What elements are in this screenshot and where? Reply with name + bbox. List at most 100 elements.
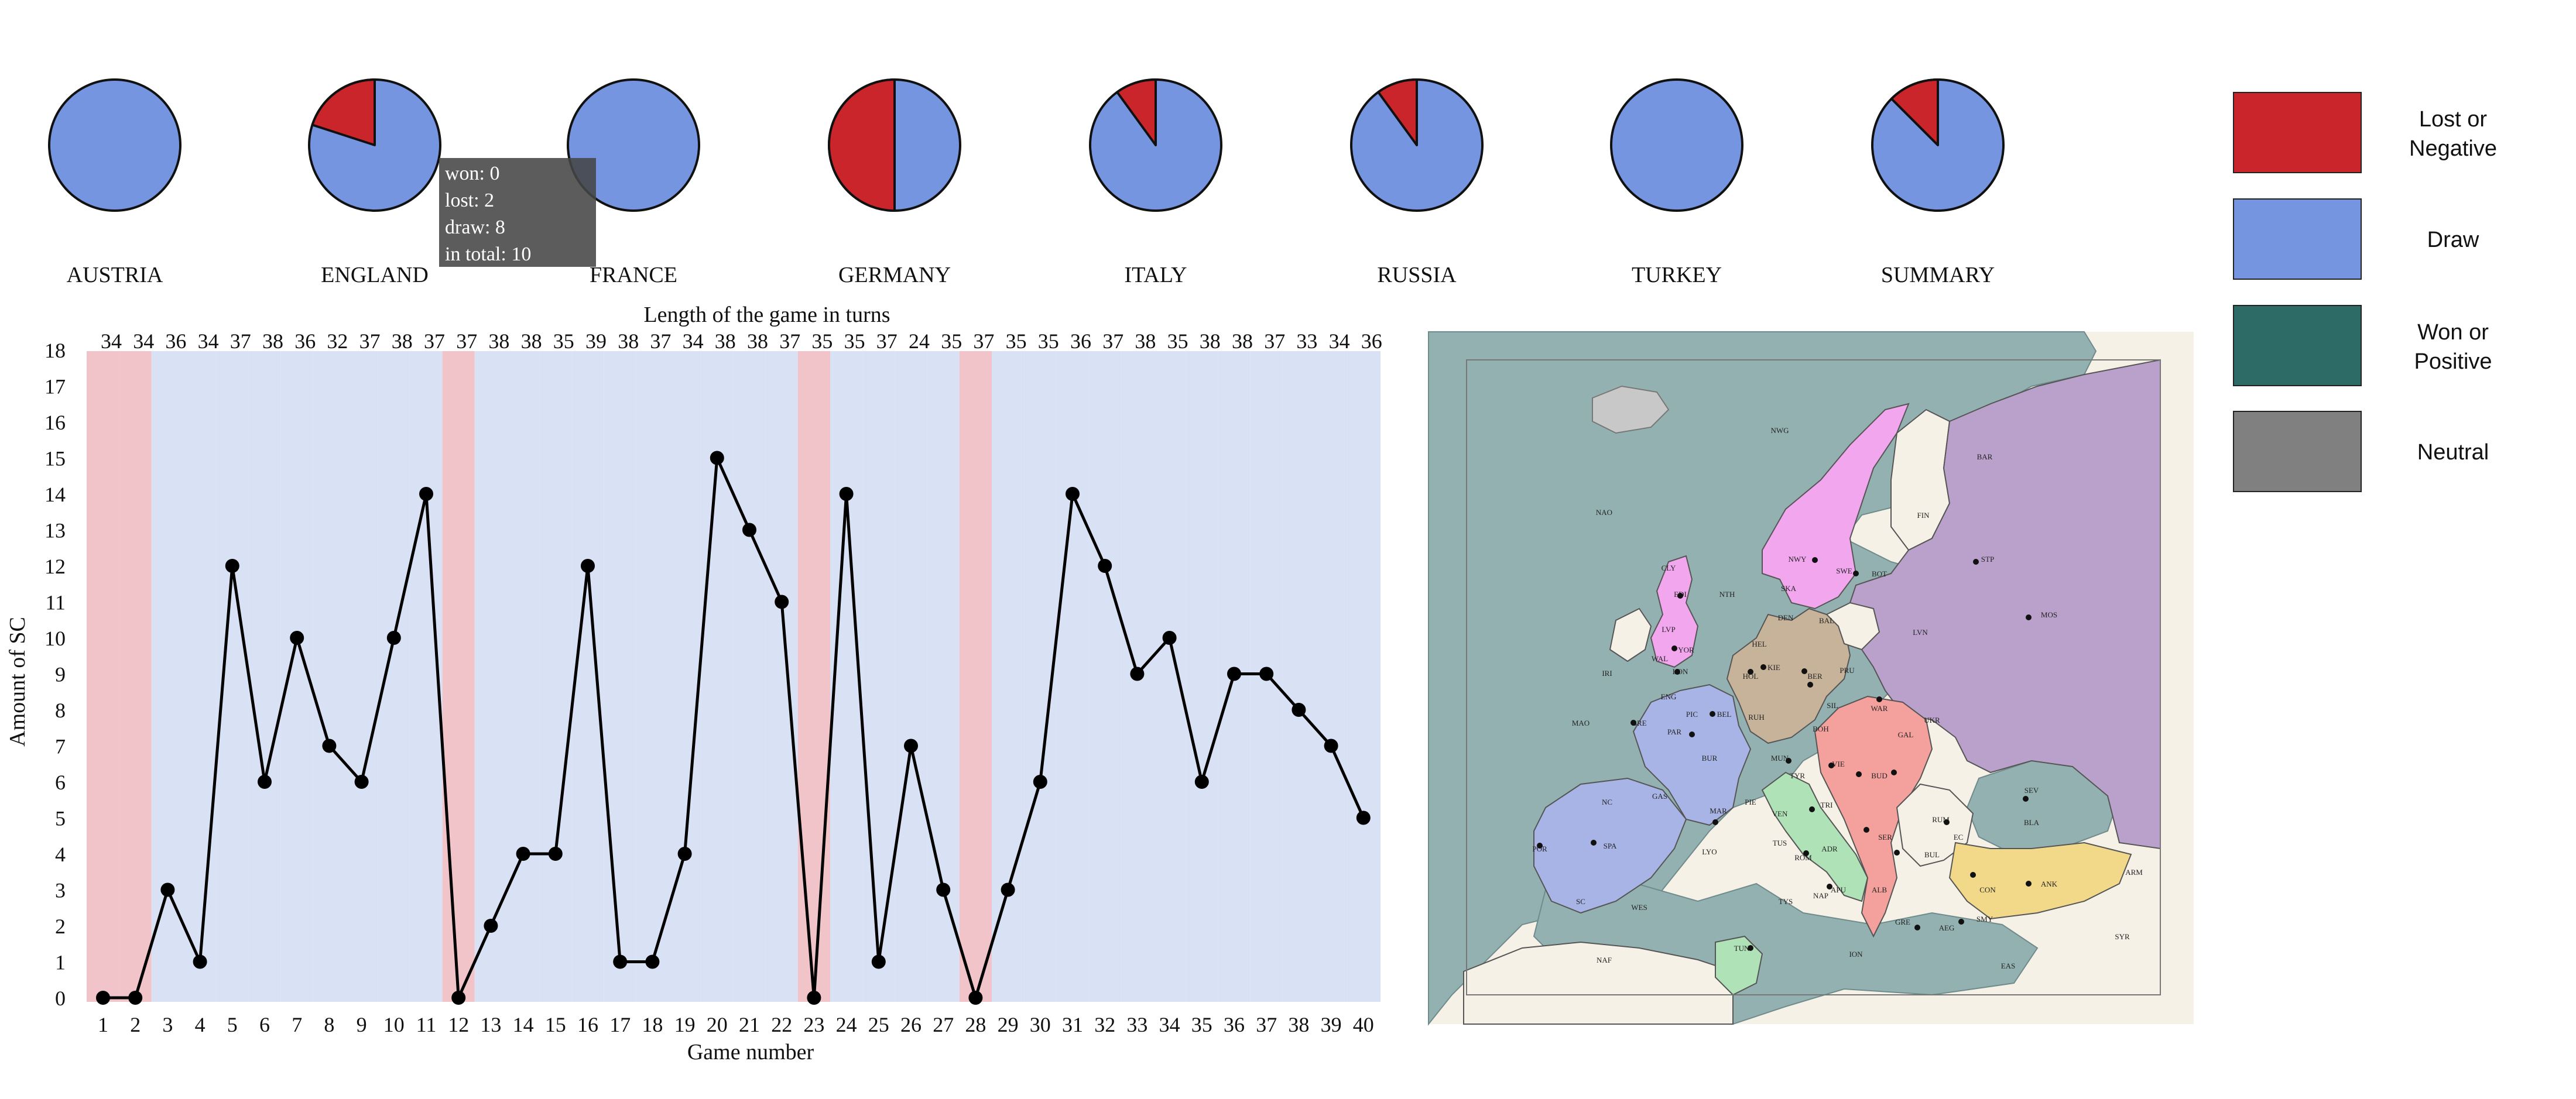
x-tick-label: 6	[259, 1013, 270, 1036]
supply-center-dot	[1828, 763, 1834, 768]
map-label-pie: PIE	[1745, 798, 1756, 806]
band-game-20	[701, 351, 734, 1002]
legend-label-line2: Negative	[2409, 136, 2497, 161]
map-label-sil: SIL	[1827, 701, 1838, 710]
y-tick-label: 4	[55, 843, 66, 866]
map-label-nao: NAO	[1596, 508, 1612, 517]
pie-lost-slice	[1116, 78, 1157, 146]
x-tick-label: 10	[383, 1013, 405, 1036]
turns-tick-label: 35	[1167, 329, 1188, 353]
map-label-arm: ARM	[2125, 868, 2143, 877]
map-label-sev: SEV	[2025, 786, 2039, 795]
map-label-hol: HOL	[1743, 672, 1759, 681]
y-tick-label: 14	[44, 483, 66, 506]
pie-lost-slice	[828, 78, 896, 212]
data-point	[258, 775, 272, 789]
turns-tick-label: 36	[1070, 329, 1091, 353]
legend-item-0: Lost or Negative	[2233, 92, 2497, 173]
band-game-19	[669, 351, 701, 1002]
map-label-cly: CLY	[1662, 564, 1676, 572]
turns-tick-label: 34	[198, 329, 219, 353]
map-label-alb: ALB	[1872, 885, 1887, 894]
pie-lost-slice	[311, 78, 376, 146]
legend-label-line1: Lost or	[2419, 107, 2488, 132]
supply-center-dot	[1958, 919, 1964, 925]
x-tick-label: 20	[707, 1013, 728, 1036]
turns-tick-label: 32	[327, 329, 348, 353]
turns-tick-label: 35	[941, 329, 962, 353]
turns-tick-label: 24	[909, 329, 930, 353]
map-france	[1632, 684, 1752, 826]
band-game-27	[927, 351, 960, 1002]
y-tick-label: 0	[55, 987, 66, 1010]
band-game-31	[1056, 351, 1089, 1002]
legend-label: Draw	[2427, 228, 2479, 252]
x-tick-label: 16	[577, 1013, 598, 1036]
supply-center-dot	[1856, 771, 1862, 777]
map-label-gal: GAL	[1898, 730, 1914, 739]
turns-tick-label: 37	[359, 329, 381, 353]
band-game-17	[604, 351, 636, 1002]
pie-label: FRANCE	[590, 263, 677, 287]
band-game-6	[248, 351, 281, 1002]
data-point	[1259, 667, 1274, 681]
data-point	[354, 775, 369, 789]
pie-draw-slice	[1610, 78, 1743, 212]
data-point	[128, 991, 143, 1005]
turns-tick-label: 37	[1102, 329, 1123, 353]
pie-draw-slice	[567, 78, 700, 212]
supply-center-dot	[1914, 925, 1920, 930]
data-point	[645, 954, 660, 969]
supply-center-dot	[1891, 770, 1897, 775]
x-tick-label: 32	[1094, 1013, 1115, 1036]
band-game-15	[539, 351, 572, 1002]
x-tick-label: 17	[609, 1013, 631, 1036]
map-label-ser: SER	[1878, 833, 1892, 842]
y-tick-label: 11	[45, 591, 66, 614]
map-label-gre: GRE	[1895, 918, 1910, 926]
x-tick-label: 15	[545, 1013, 566, 1036]
map-label-tus: TUS	[1773, 839, 1787, 847]
data-point	[1356, 810, 1371, 825]
turns-tick-label: 37	[779, 329, 800, 353]
pie-draw-slice	[48, 78, 181, 212]
map-label-stp: STP	[1981, 555, 1994, 564]
pie-italy: ITALY	[1089, 78, 1222, 287]
map-label-tys: TYS	[1779, 897, 1793, 906]
pie-label: AUSTRIA	[67, 263, 163, 287]
band-game-2	[119, 351, 152, 1002]
tooltip: won: 0 lost: 2 draw: 8 in total: 10	[439, 158, 596, 267]
turns-tick-label: 33	[1296, 329, 1317, 353]
turns-tick-label: 39	[585, 329, 607, 353]
map-prussia	[1825, 602, 1880, 651]
band-game-8	[313, 351, 345, 1002]
legend-swatch	[2233, 411, 2362, 492]
band-game-26	[895, 351, 927, 1002]
turns-tick-label: 38	[715, 329, 736, 353]
data-point	[193, 954, 207, 969]
map-label-wes: WES	[1631, 903, 1647, 912]
map-label-nap: NAP	[1813, 891, 1828, 900]
pie-france: FRANCE	[567, 78, 700, 287]
map-label-ion: ION	[1849, 950, 1863, 959]
map-label-lvn: LVN	[1913, 628, 1928, 637]
map-north-africa	[1463, 941, 1734, 1025]
supply-center-dot	[1786, 758, 1791, 764]
data-point	[904, 739, 918, 753]
pie-lost-slice	[1890, 78, 1939, 146]
turns-tick-label: 34	[683, 329, 704, 353]
data-point	[936, 882, 951, 897]
map-germany	[1726, 607, 1851, 744]
map-label-gas: GAS	[1652, 792, 1667, 801]
map-label-tri: TRI	[1821, 801, 1833, 809]
map-label-ska: SKA	[1781, 584, 1797, 593]
map-britain	[1650, 555, 1699, 668]
map-label-nc: NC	[1602, 798, 1612, 806]
pie-turkey: TURKEY	[1610, 78, 1743, 287]
turns-tick-label: 38	[1200, 329, 1221, 353]
data-point	[548, 847, 563, 861]
turns-tick-label: 36	[165, 329, 186, 353]
map-label-apu: APU	[1831, 885, 1847, 894]
supply-center-dot	[1853, 571, 1859, 576]
legend-swatch	[2233, 305, 2362, 386]
